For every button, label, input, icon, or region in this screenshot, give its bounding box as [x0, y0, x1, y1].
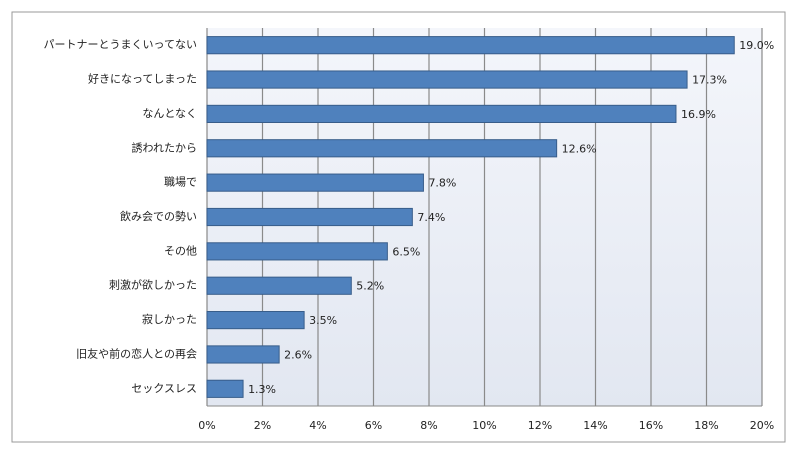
- value-label: 7.8%: [428, 177, 456, 190]
- bar: [206, 70, 688, 89]
- value-label: 1.3%: [248, 383, 276, 396]
- x-tick-label: 2%: [254, 419, 271, 432]
- bar: [206, 139, 558, 158]
- value-label: 3.5%: [309, 314, 337, 327]
- y-tick-label: 刺激が欲しかった: [109, 278, 197, 292]
- y-tick-label: 旧友や前の恋人との再会: [76, 346, 197, 360]
- bar: [206, 276, 352, 295]
- value-label: 7.4%: [417, 211, 445, 224]
- bar: [206, 36, 735, 55]
- value-label: 2.6%: [284, 348, 312, 361]
- x-tick-label: 20%: [750, 419, 774, 432]
- x-tick-label: 8%: [420, 419, 437, 432]
- value-label: 17.3%: [692, 74, 727, 87]
- value-label: 6.5%: [392, 245, 420, 258]
- y-tick-label: セックスレス: [131, 382, 197, 395]
- x-tick-label: 18%: [694, 419, 718, 432]
- bar: [206, 379, 244, 398]
- value-label: 19.0%: [739, 39, 774, 52]
- bar: [206, 104, 677, 124]
- value-label: 5.2%: [356, 280, 384, 293]
- bar: [206, 242, 388, 261]
- y-tick-label: 寂しかった: [142, 312, 197, 326]
- y-tick-label: その他: [164, 244, 197, 257]
- bar: [206, 345, 280, 364]
- value-label: 12.6%: [562, 142, 597, 155]
- bar: [206, 207, 413, 227]
- bar: [206, 173, 424, 192]
- x-tick-label: 4%: [309, 419, 326, 432]
- y-tick-label: 飲み会での勢い: [120, 209, 197, 223]
- x-tick-label: 12%: [528, 419, 552, 432]
- y-tick-label: 誘われたから: [132, 141, 197, 154]
- value-label: 16.9%: [681, 108, 716, 121]
- bar: [206, 311, 305, 330]
- y-tick-label: なんとなく: [142, 107, 197, 120]
- x-tick-label: 0%: [198, 419, 215, 432]
- x-tick-label: 14%: [583, 419, 607, 432]
- y-tick-label: 好きになってしまった: [88, 72, 197, 86]
- x-tick-label: 10%: [472, 419, 496, 432]
- x-tick-label: 6%: [365, 419, 382, 432]
- x-tick-label: 16%: [639, 419, 663, 432]
- y-tick-label: パートナーとうまくいってない: [44, 38, 197, 51]
- y-tick-label: 職場で: [164, 176, 197, 189]
